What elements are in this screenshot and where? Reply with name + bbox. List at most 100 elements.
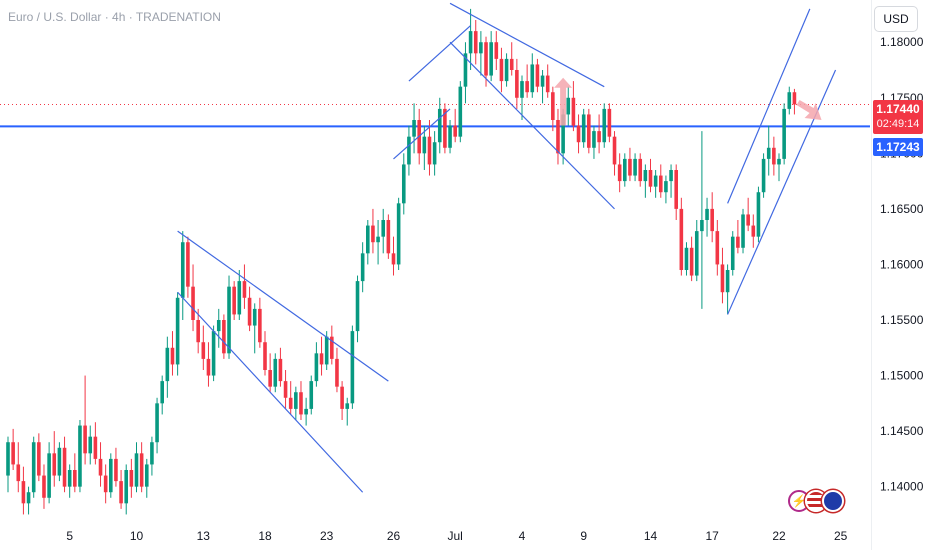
y-tick-label: 1.18000 <box>880 35 924 49</box>
candle <box>401 153 406 215</box>
candle <box>52 431 57 487</box>
currency-button[interactable]: USD <box>874 6 918 32</box>
candle <box>674 164 678 220</box>
candle <box>319 336 324 376</box>
candle-body <box>309 381 314 409</box>
candle <box>371 208 375 254</box>
candle <box>741 208 745 254</box>
candle <box>664 175 668 204</box>
candle <box>57 442 62 482</box>
candle-body <box>73 470 77 487</box>
candle <box>268 353 272 393</box>
chart-title: Euro / U.S. Dollar · 4h · TRADENATION <box>8 10 221 24</box>
candle-body <box>561 114 565 154</box>
candle-body <box>720 264 725 293</box>
channel-line <box>177 291 364 493</box>
candle-body <box>751 225 756 237</box>
x-tick-label: 18 <box>258 529 272 543</box>
candle-body <box>705 208 709 220</box>
candle <box>720 247 725 304</box>
candle-body <box>463 53 468 87</box>
candle-body <box>139 453 144 487</box>
candle <box>679 197 684 276</box>
candle-body <box>150 442 154 465</box>
candle <box>443 103 447 154</box>
eu-flag-icon[interactable] <box>822 490 844 512</box>
candle <box>396 197 401 270</box>
candle <box>407 125 411 176</box>
candle-body <box>602 108 607 143</box>
candle <box>648 158 653 193</box>
candle-body <box>597 131 601 143</box>
event-icons[interactable]: ⚡ <box>788 490 844 512</box>
candle-body <box>766 147 771 159</box>
candle-body <box>638 158 643 182</box>
x-tick-label: 23 <box>320 529 334 543</box>
y-tick-label: 1.15000 <box>880 369 924 383</box>
candle <box>643 164 648 198</box>
candle-body <box>694 231 699 276</box>
candle <box>715 220 720 276</box>
y-tick-label: 1.16500 <box>880 202 924 216</box>
candle-body <box>772 147 776 165</box>
candle-body <box>47 453 51 498</box>
candle <box>556 108 560 165</box>
candle <box>427 120 432 176</box>
candle <box>288 381 293 415</box>
candle-body <box>499 58 504 82</box>
y-tick-label: 1.14000 <box>880 480 924 494</box>
candle-body <box>700 220 704 232</box>
candle-body <box>715 231 720 265</box>
candle <box>186 236 190 298</box>
channel-line <box>727 8 811 204</box>
candle-body <box>787 92 792 109</box>
candle-body <box>437 108 442 143</box>
candle-body <box>792 92 797 105</box>
candle-body <box>566 97 571 115</box>
candle-body <box>412 120 416 137</box>
candle <box>175 292 180 376</box>
candle <box>376 220 380 265</box>
candle-body <box>345 403 350 409</box>
candle <box>196 308 200 354</box>
candle <box>736 220 740 254</box>
candle <box>273 353 278 393</box>
candle-body <box>175 297 180 365</box>
candle-body <box>494 42 499 59</box>
candle <box>587 108 591 154</box>
candle-body <box>134 453 139 487</box>
candle <box>551 86 555 132</box>
candle <box>515 58 519 109</box>
candle-body <box>653 175 658 187</box>
candle-body <box>88 436 93 454</box>
candle-body <box>376 236 380 243</box>
candle <box>124 464 129 515</box>
candle-body <box>314 353 319 382</box>
candle-body <box>304 408 308 415</box>
channel-line <box>449 41 615 210</box>
candle <box>597 114 601 154</box>
candle-body <box>756 192 761 237</box>
candle-body <box>427 136 432 165</box>
candle-body <box>396 203 401 265</box>
candle-body <box>180 242 185 298</box>
candle <box>98 442 103 487</box>
candle <box>710 192 714 243</box>
candle <box>509 42 514 76</box>
candle <box>766 125 771 176</box>
channel-line <box>393 108 451 160</box>
candle-body <box>587 114 591 148</box>
candle-body <box>288 397 293 409</box>
candle <box>144 458 149 498</box>
candle <box>437 97 442 154</box>
candle-body <box>628 158 632 176</box>
candle-body <box>62 447 67 487</box>
candle <box>237 270 242 320</box>
candle <box>314 342 319 387</box>
lightning-icon[interactable]: ⚡ <box>788 490 810 512</box>
price-axis-separator <box>871 0 872 550</box>
candle-body <box>484 42 488 76</box>
forecast-up-arrow <box>554 77 573 126</box>
candle-body <box>592 131 596 148</box>
